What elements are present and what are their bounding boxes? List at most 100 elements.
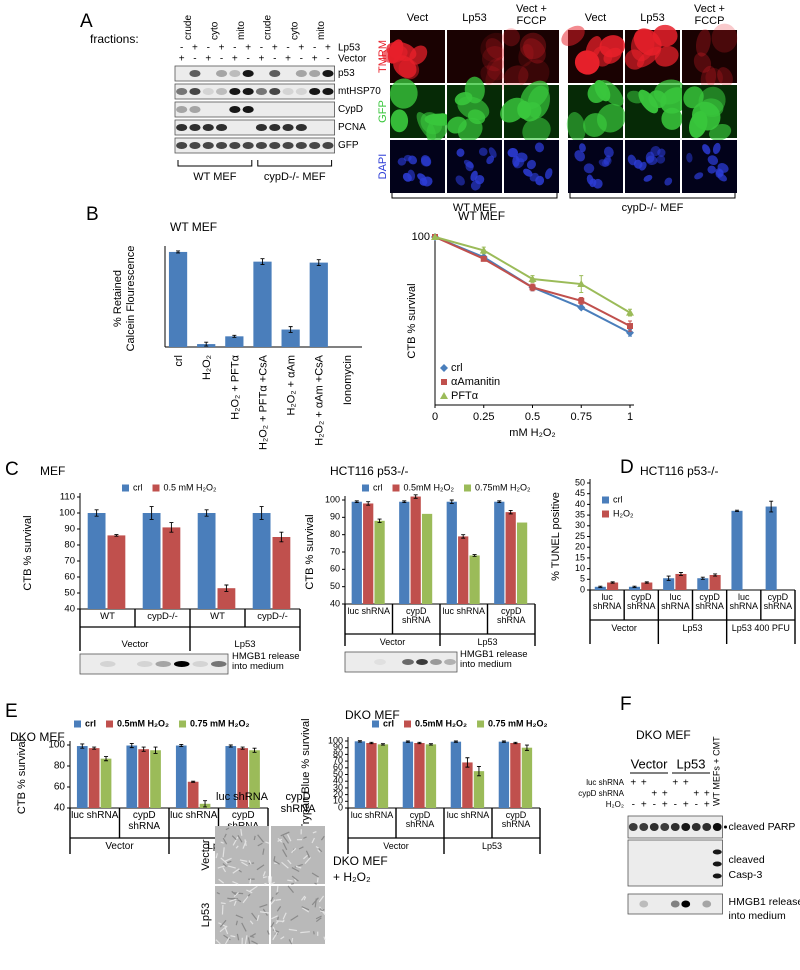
sign: + xyxy=(672,778,678,789)
blot-label-box: HMGB1 release into medium xyxy=(232,652,300,671)
cell-line-label: WT MEF xyxy=(453,202,496,214)
cell xyxy=(507,147,519,158)
blot-band xyxy=(202,124,214,131)
x-tick-label-box: cypD-/- xyxy=(257,612,288,622)
bar xyxy=(516,522,528,604)
x-tick-label: luc shRNA xyxy=(729,593,758,612)
image-column-label-box: Vect + FCCP xyxy=(694,4,725,26)
texture xyxy=(311,897,319,906)
cell xyxy=(389,78,418,109)
error-bar xyxy=(104,756,109,762)
sign: + xyxy=(651,789,657,800)
x-tick-label-box: luc shRNA xyxy=(593,593,622,611)
y-tick-label: 80 xyxy=(333,749,343,759)
marker xyxy=(627,323,633,330)
x-tick-label: H₂O₂ + PFTα +CsA xyxy=(257,354,269,450)
x-tick-label-box: cypD-/- xyxy=(147,612,178,621)
sign: - xyxy=(653,800,656,811)
sign: + xyxy=(630,778,636,789)
error-bar xyxy=(449,499,454,504)
bar xyxy=(175,745,187,808)
cell xyxy=(585,36,602,60)
texture xyxy=(237,834,243,843)
y-tick-label: 100 xyxy=(48,740,65,751)
cell xyxy=(686,152,693,163)
blot-band xyxy=(229,106,241,113)
texture xyxy=(305,850,311,859)
cell xyxy=(627,154,637,166)
bar xyxy=(150,750,161,808)
blot-band xyxy=(712,873,722,879)
x-tick-label: 0.75 xyxy=(571,411,592,423)
y-tick-label: 40 xyxy=(54,803,66,814)
image-column-label: Vect xyxy=(407,12,428,24)
texture xyxy=(250,933,256,938)
texture xyxy=(235,845,239,849)
texture xyxy=(291,875,299,882)
cell xyxy=(638,89,659,114)
blot-band xyxy=(269,142,281,149)
error-bar xyxy=(501,740,506,743)
cell xyxy=(420,155,432,167)
blot-band xyxy=(269,88,281,95)
x-tick-label: cypD-/- xyxy=(257,612,288,622)
sign: + xyxy=(232,54,238,65)
texture xyxy=(320,835,325,841)
texture xyxy=(312,831,317,834)
blot-band xyxy=(229,88,241,95)
x-tick-label-box: luc shRNA xyxy=(351,811,394,820)
texture xyxy=(270,876,273,885)
bar xyxy=(663,578,675,590)
cell xyxy=(661,107,683,130)
blot-band xyxy=(444,659,456,665)
y-axis-label: CTB % survival xyxy=(406,283,418,358)
x-tick-label: luc shRNA xyxy=(442,607,485,616)
group-label: Lp53 xyxy=(234,640,256,650)
image-column-label: cypD shRNA xyxy=(280,792,316,815)
error-bar xyxy=(288,326,293,333)
image-column-label: Vect + FCCP xyxy=(516,4,547,27)
texture xyxy=(230,935,236,938)
x-tick-label: H₂O₂ + PFTα xyxy=(229,354,241,419)
group-label-box: Lp53 xyxy=(482,842,502,851)
cell xyxy=(579,143,586,153)
cell xyxy=(416,112,437,140)
bar xyxy=(421,513,433,604)
x-tick-label-box: cypD shRNA xyxy=(406,811,435,829)
legend-swatch xyxy=(404,720,412,728)
bar xyxy=(607,582,619,590)
error-bar xyxy=(204,341,209,347)
blot-band xyxy=(670,900,680,908)
texture xyxy=(287,885,294,893)
bar xyxy=(425,744,437,808)
cell xyxy=(455,175,465,186)
error-bar xyxy=(357,740,362,743)
texture xyxy=(277,838,283,842)
texture xyxy=(219,919,227,928)
sign-row-label: Vector xyxy=(338,54,367,65)
sign-row-label: cypD shRNA xyxy=(578,789,624,798)
blot-band xyxy=(322,142,334,149)
blot xyxy=(174,65,336,82)
error-bar xyxy=(402,500,407,504)
texture xyxy=(300,895,306,901)
error-bar xyxy=(380,743,385,746)
sign: + xyxy=(683,800,689,811)
legend-swatch xyxy=(106,720,114,728)
texture xyxy=(280,831,290,837)
blot-band xyxy=(189,142,201,149)
x-tick-label-box: luc shRNA xyxy=(442,607,485,616)
legend-label: 0.75mM H₂O₂ xyxy=(475,482,531,492)
error-bar xyxy=(524,744,529,751)
blot-band xyxy=(295,124,307,131)
cell xyxy=(715,169,724,178)
cell xyxy=(478,147,488,156)
bar xyxy=(197,513,216,609)
chart-title: HCT116 p53-/- xyxy=(330,464,408,478)
error-bar xyxy=(153,746,158,754)
texture xyxy=(303,896,307,901)
stain-label: GFP xyxy=(377,100,389,123)
x-tick-label-box: cypD shRNA xyxy=(627,593,656,611)
condition-label: Vector xyxy=(631,756,669,771)
legend-label: H₂O₂ xyxy=(613,508,634,518)
